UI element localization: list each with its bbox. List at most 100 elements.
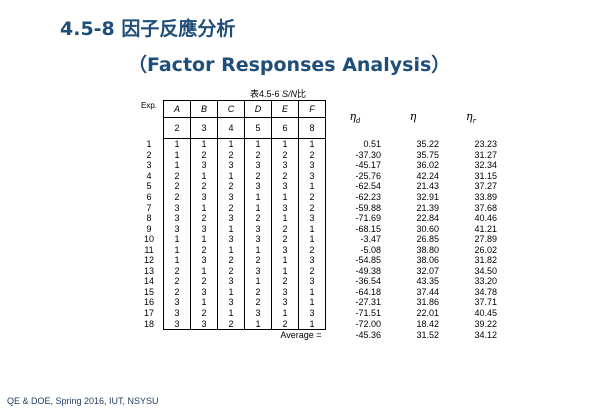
response-value: 41.21 [474, 223, 497, 234]
response-value: -3.47 [360, 234, 381, 245]
caption-prefix: 表4.5-6 [250, 89, 283, 99]
exp-number: 13 [143, 265, 154, 276]
response-value: 0.51 [363, 139, 381, 150]
table-row: 13 2 1 2 3 1 2 -49.38 32.07 34.50 [135, 265, 500, 277]
exp-number: 6 [146, 192, 152, 202]
response-value: 22.01 [416, 308, 439, 319]
exp-number: 16 [143, 297, 154, 308]
factor-level: 3 [163, 307, 191, 319]
factor-level: 3 [244, 233, 272, 245]
average-spacer [135, 329, 164, 340]
response-value: 31.86 [416, 297, 439, 308]
response-value: 21.43 [416, 181, 439, 192]
response-value: -27.31 [355, 297, 381, 308]
response-value: -64.18 [355, 286, 381, 297]
table-row: 1 1 1 1 1 1 1 0.51 35.22 23.23 [135, 138, 500, 150]
response-value: 31.27 [474, 149, 497, 160]
response-value: 18.42 [416, 318, 439, 329]
factor-level: 3 [244, 307, 272, 319]
factor-level: 1 [271, 191, 299, 203]
exp-number: 18 [143, 318, 154, 329]
exp-number: 10 [143, 234, 154, 245]
factor-level: 2 [271, 233, 299, 245]
response-header: ηd [326, 101, 385, 139]
factor-level: 3 [190, 318, 218, 330]
factor-level: 1 [190, 265, 218, 277]
factor-level: 2 [244, 255, 272, 266]
level-header: 8 [298, 117, 326, 139]
factor-level: 1 [163, 149, 191, 161]
response-value: 35.75 [416, 149, 439, 160]
response-value: 22.84 [416, 213, 439, 224]
average-label: Average = [280, 330, 322, 341]
factor-level: 3 [298, 212, 326, 224]
factor-level: 3 [163, 318, 191, 330]
factor-level: 1 [163, 160, 191, 171]
table-row: 4 2 1 1 2 2 3 -25.76 42.24 31.15 [135, 170, 500, 182]
page-subtitle: （Factor Responses Analysis） [128, 54, 451, 76]
factor-level: 2 [244, 149, 272, 161]
factor-level: 2 [271, 276, 299, 287]
response-value: 31.82 [474, 255, 497, 266]
factor-level: 3 [298, 170, 326, 182]
factor-level: 1 [163, 255, 191, 266]
factor-level: 3 [271, 181, 299, 192]
factor-header: B [190, 100, 218, 118]
response-value: -72.00 [355, 318, 381, 329]
exp-number: 2 [146, 149, 152, 160]
factor-level: 1 [190, 138, 218, 150]
table-row: 18 3 3 2 1 2 1 -72.00 18.42 39.22 [135, 318, 500, 330]
footer-text: QE & DOE, Spring 2016, IUT, NSYSU [7, 396, 159, 406]
factor-level: 2 [298, 265, 326, 277]
factor-level: 2 [163, 265, 191, 277]
factor-level: 3 [298, 276, 326, 287]
factor-level: 3 [217, 297, 245, 308]
factor-level: 2 [190, 212, 218, 224]
response-value: 38.80 [416, 244, 439, 255]
table-row: 17 3 2 1 3 1 3 -71.51 22.01 40.45 [135, 307, 500, 319]
factor-level: 3 [271, 297, 299, 308]
response-value: 40.46 [474, 213, 497, 224]
factor-level: 1 [190, 202, 218, 213]
eta-symbol: η [466, 110, 473, 124]
response-value: 37.27 [474, 181, 497, 192]
table-row: 9 3 3 1 3 2 1 -68.15 30.60 41.21 [135, 223, 500, 234]
response-value: -36.54 [355, 276, 381, 287]
factor-level: 1 [244, 202, 272, 213]
exp-number: 4 [146, 170, 152, 181]
response-value: 35.22 [416, 139, 439, 150]
factor-level: 1 [271, 307, 299, 319]
factor-header: F [298, 100, 326, 118]
response-value: -49.38 [355, 265, 381, 276]
factor-level: 3 [217, 233, 245, 245]
average-value: 34.12 [474, 329, 497, 340]
response-header: ηr [442, 101, 500, 139]
factor-level: 2 [217, 181, 245, 192]
factor-level: 2 [217, 149, 245, 161]
response-value: 39.22 [474, 318, 497, 329]
factor-level: 2 [190, 244, 218, 256]
factor-level: 2 [190, 276, 218, 287]
factor-level: 1 [298, 223, 326, 234]
response-value: 26.85 [416, 234, 439, 245]
factor-level: 3 [271, 202, 299, 213]
factor-level: 1 [244, 276, 272, 287]
response-value: -25.76 [355, 170, 381, 181]
exp-number: 12 [143, 255, 154, 266]
eta-subscript: d [356, 117, 361, 126]
factor-level: 2 [163, 191, 191, 203]
factor-level: 1 [217, 244, 245, 256]
response-value: 27.89 [474, 234, 497, 245]
factor-level: 3 [217, 160, 245, 171]
table-row: 15 2 3 1 2 3 1 -64.18 37.44 34.78 [135, 286, 500, 298]
response-value: 34.50 [474, 265, 497, 276]
factor-header: A [163, 100, 191, 118]
factor-level: 2 [298, 202, 326, 213]
factor-level: 1 [163, 233, 191, 245]
factor-level: 1 [244, 191, 272, 203]
factor-level: 1 [217, 138, 245, 150]
factor-level: 2 [244, 297, 272, 308]
